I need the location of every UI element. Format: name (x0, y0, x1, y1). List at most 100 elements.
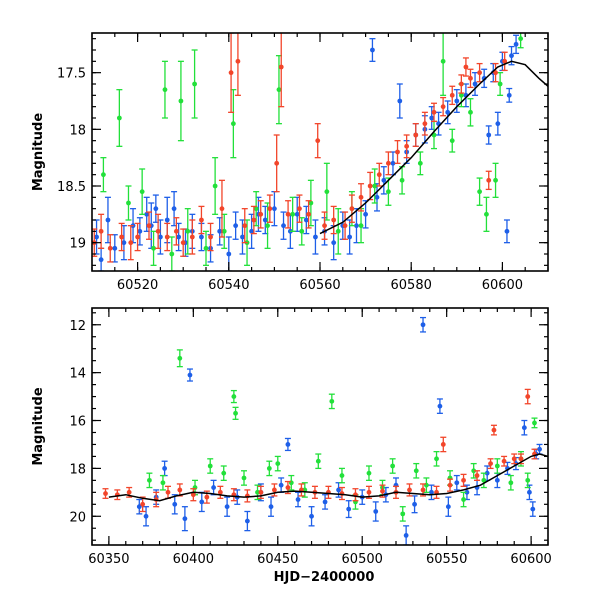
y-tick-label: 18 (69, 462, 86, 477)
data-point (480, 472, 487, 489)
data-point (111, 234, 118, 263)
x-tick-label: 60580 (391, 278, 432, 293)
data-point (399, 166, 406, 195)
data-point (380, 166, 387, 195)
data-point (511, 453, 518, 465)
data-point (191, 49, 198, 119)
data-point (102, 488, 109, 499)
data-point (278, 477, 285, 493)
data-point (285, 200, 292, 229)
data-point (98, 213, 105, 249)
data-point (389, 458, 396, 474)
data-point (228, 33, 235, 113)
y-tick-label: 16 (69, 415, 86, 430)
data-point (521, 419, 528, 436)
data-point (126, 486, 133, 498)
data-point (453, 89, 460, 113)
data-point (433, 485, 440, 499)
data-point (146, 211, 152, 240)
data-point (503, 219, 510, 244)
top-panel-chart: 60520 60540 60560 60580 60600 17.5 18 18.5 19 Mag… (31, 32, 549, 293)
data-point (155, 213, 162, 249)
data-point (146, 472, 153, 489)
data-point (413, 462, 420, 479)
x-tick-label: 60350 (88, 552, 129, 567)
x-tick-label: 60560 (299, 278, 340, 293)
data-point (268, 496, 275, 517)
data-point (431, 102, 437, 123)
data-point (288, 474, 295, 491)
data-point (312, 219, 319, 255)
data-point (440, 33, 447, 96)
y-tick-label: 19 (69, 237, 86, 252)
y-axis-label: Magnitude (31, 387, 46, 466)
data-point (210, 479, 217, 496)
data-point (417, 151, 424, 176)
data-point (460, 473, 467, 487)
data-point (100, 157, 107, 193)
x-tick-label: 60520 (117, 278, 158, 293)
data-point (284, 480, 291, 495)
x-tick-label: 60600 (482, 278, 523, 293)
data-point (177, 60, 184, 142)
data-point (435, 111, 442, 136)
data-point (203, 230, 209, 266)
data-point (440, 96, 447, 117)
data-point (266, 460, 273, 477)
data-point (150, 230, 157, 266)
axis-ticks (91, 308, 549, 545)
data-point (114, 489, 121, 501)
data-point (467, 68, 474, 89)
data-point (241, 208, 248, 244)
data-point (232, 406, 239, 420)
series-2 (102, 388, 538, 513)
data-point (362, 200, 369, 229)
data-point (165, 485, 171, 499)
data-point (371, 168, 378, 204)
data-point (474, 470, 481, 482)
series-2 (92, 33, 508, 263)
data-point (501, 455, 508, 467)
plot-area (92, 33, 548, 271)
data-point (335, 208, 342, 255)
data-point (254, 484, 261, 501)
data-point (494, 458, 501, 474)
data-point (207, 458, 214, 474)
y-axis-label: Magnitude (31, 113, 46, 192)
data-point (335, 482, 342, 498)
data-point (376, 162, 383, 187)
data-point (330, 205, 337, 235)
data-point (513, 34, 520, 55)
data-point (524, 472, 531, 489)
data-point (173, 217, 180, 246)
data-point (412, 123, 419, 147)
data-point (217, 485, 224, 499)
data-point (440, 436, 447, 453)
data-point (271, 191, 278, 227)
data-point (289, 196, 296, 232)
data-point (474, 479, 481, 496)
data-point (296, 194, 303, 223)
data-point (244, 510, 251, 532)
data-point (536, 443, 543, 455)
data-point (394, 140, 401, 164)
data-point (342, 211, 349, 240)
data-point (490, 424, 497, 436)
data-point (481, 68, 488, 89)
data-point (396, 83, 403, 119)
data-point (365, 465, 372, 482)
x-axis-label: HJD−2400000 (274, 570, 375, 585)
data-point (180, 228, 187, 257)
data-point (517, 33, 524, 49)
data-point (507, 474, 514, 491)
data-point (433, 450, 440, 467)
data-point (305, 200, 312, 229)
data-point (385, 151, 392, 176)
data-point (470, 462, 477, 479)
data-point (118, 222, 125, 252)
data-point (483, 196, 490, 232)
data-point (467, 98, 474, 127)
model-curve (319, 60, 548, 235)
data-point (492, 62, 499, 83)
